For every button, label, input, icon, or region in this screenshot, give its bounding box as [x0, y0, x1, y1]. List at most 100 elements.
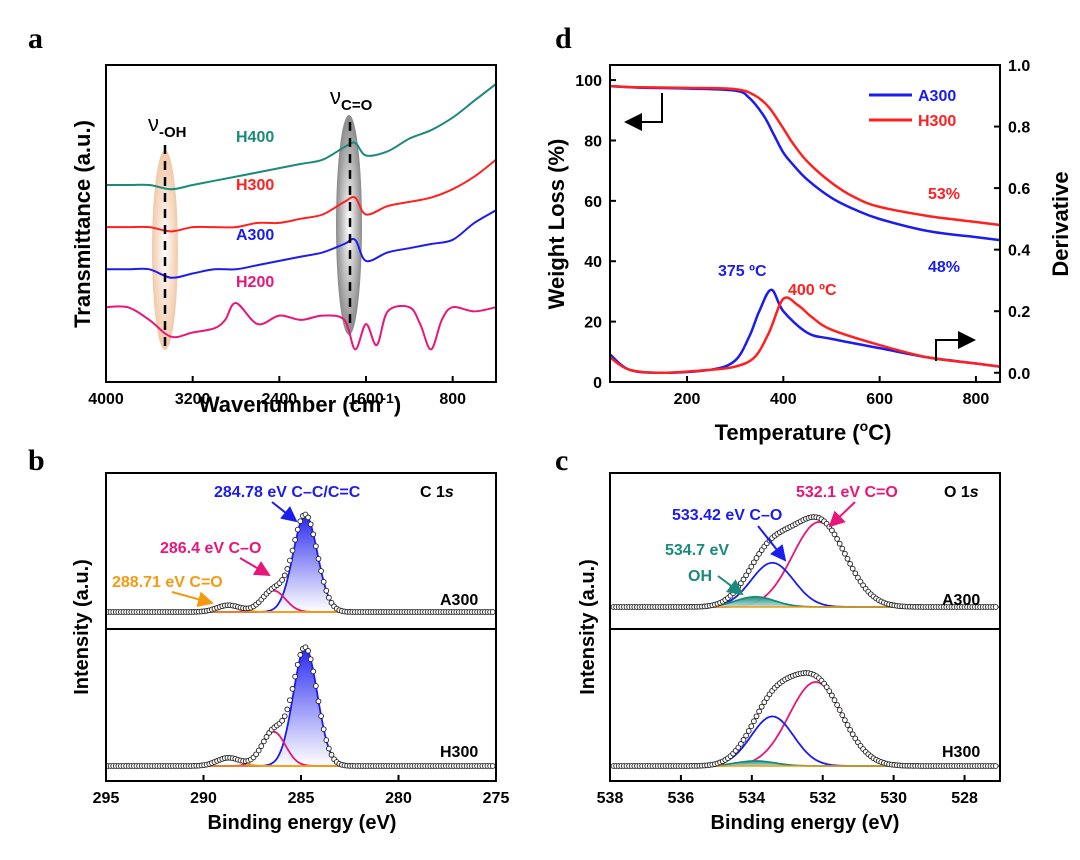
d-y-right-tick-label: 0.4 [1008, 243, 1030, 260]
c-top-data-point [847, 560, 853, 567]
c-x-tick-label: 534 [738, 790, 765, 807]
b-top-data-point [294, 526, 301, 533]
c-peak1-label: 532.1 eV C=O [796, 484, 898, 501]
a-x-axis-ticks: 4000 3200 2400 1600 800 [88, 376, 466, 408]
d-y-right-tick-label: 0.8 [1008, 120, 1030, 137]
b-top-data-point [323, 587, 330, 594]
d-annotation-53: 53% [928, 186, 960, 203]
c-x-tick-label: 530 [880, 790, 907, 807]
c-bottom-data-point [745, 728, 752, 734]
panel-d-letter: d [555, 22, 572, 55]
c-top-data-point [836, 540, 843, 547]
b-top-data-point [320, 578, 327, 585]
c-bottom-data-point [740, 737, 747, 743]
a-label-h200: H200 [236, 274, 274, 291]
b-top-data-point [315, 555, 322, 562]
d-legend-label: A300 [918, 88, 956, 105]
c-top-data-point [753, 555, 760, 561]
c-bottom-data-point [756, 708, 762, 715]
d-x-axis-label: Temperature (oC) [715, 418, 892, 445]
b-bottom-data-point [305, 647, 311, 654]
c-top-data-point [831, 531, 838, 538]
b-sample-top: A300 [440, 592, 478, 609]
b-x-axis-label: Binding energy (eV) [208, 812, 397, 834]
b-top-data-point [284, 566, 291, 572]
c-top-data-point [852, 570, 859, 577]
c-top-data-point [992, 604, 999, 610]
d-series-h300-right [609, 296, 1001, 375]
c-bottom-data-point [743, 732, 749, 739]
b-top-fill-0 [106, 515, 496, 612]
b-top-data-point [307, 521, 314, 528]
b-bottom-data-point [318, 713, 324, 719]
c-bottom-data-point [751, 718, 757, 725]
panel-d: d 200 400 600 800 0 20 40 60 80 100 0.0 0.2 0.4 0.6 0.… [544, 22, 1073, 445]
b-peak2-arrow [239, 557, 271, 577]
d-y-right-tick-label: 0.2 [1008, 304, 1030, 321]
c-bottom-data-point [764, 695, 770, 701]
b-bottom-data-point [261, 738, 267, 745]
c-bottom-data-point [836, 707, 843, 713]
c-top-data-point [829, 527, 835, 534]
b-bottom-data-point [281, 713, 288, 720]
c-sample-top: A300 [942, 592, 980, 609]
d-y-left-tick-label: 60 [584, 194, 602, 211]
b-bottom-data-point [263, 734, 270, 740]
c-top-data-point [842, 550, 848, 557]
c-bottom-data-point [758, 703, 765, 710]
panel-c: c 538 536 534 532 530 528 O 1s A300 H300 532.… [555, 444, 1001, 834]
c-top-data-point [745, 568, 752, 574]
d-series-group [609, 84, 1001, 375]
b-bottom-data-point [328, 751, 335, 758]
a-label-h300: H300 [236, 177, 274, 194]
a-x-tick-label: 2400 [262, 391, 298, 408]
right-axis-arrow [935, 331, 976, 361]
panel-c-frame [609, 472, 1001, 782]
b-peak1-label: 284.78 eV C–C/C=C [214, 484, 361, 501]
panel-a: a H400 H300 A300 H200 4000 3200 2400 1600 800 ν… [28, 22, 497, 417]
panel-b: b 295 290 285 280 275 C 1s A300 H300 284.78 … [28, 444, 509, 834]
c-bottom-data-point [844, 722, 851, 728]
b-x-tick-label: 275 [483, 790, 510, 807]
c-x-axis-ticks: 538 536 534 532 530 528 [597, 775, 978, 807]
b-y-axis-label: Intensity (a.u.) [71, 559, 93, 695]
c-bottom-data-point [847, 726, 853, 733]
c-top-data-point [756, 551, 762, 557]
b-bottom-data-point [310, 668, 317, 675]
b-peak1-arrow [271, 501, 298, 523]
c-x-tick-label: 528 [951, 790, 978, 807]
b-peak3-label: 288.71 eV C=O [112, 574, 223, 591]
b-series-group [105, 511, 496, 769]
d-y-left-tick-label: 40 [584, 254, 602, 271]
b-sample-bottom: H300 [440, 744, 478, 761]
a-x-axis-label: Wavenumber (cm-1) [199, 390, 401, 417]
c-bottom-data-point [753, 713, 760, 720]
b-bottom-data-point [284, 706, 291, 713]
d-annotation-375: 375 ºC [718, 263, 767, 280]
panel-a-letter: a [28, 22, 43, 55]
c-sample-bottom: H300 [942, 744, 980, 761]
b-bottom-data-point [326, 745, 332, 752]
panel-d-frame [609, 64, 1001, 383]
c-bottom-data-point [839, 712, 846, 718]
d-y-left-tick-label: 0 [593, 375, 602, 392]
c-top-data-point [748, 563, 755, 570]
b-top-data-point [281, 572, 288, 579]
b-bottom-data-point [323, 737, 330, 743]
b-top-data-point [313, 543, 319, 550]
b-peak3-arrow [171, 591, 214, 608]
d-y-left-tick-label: 20 [584, 315, 602, 332]
b-top-data-point [326, 594, 332, 601]
b-bottom-data-point [255, 747, 262, 754]
b-top-data-point [289, 547, 296, 554]
panel-c-letter: c [555, 444, 568, 477]
d-axis-ticks: 200 400 600 800 0 20 40 60 80 100 0.0 0.2 0.4 0.6 0.8 1… [575, 58, 1030, 408]
a-x-tick-label: 1600 [348, 391, 384, 408]
b-bottom-data-point [287, 697, 293, 704]
c-bottom-data-point [829, 692, 835, 699]
a-x-tick-label: 800 [439, 391, 466, 408]
c-x-tick-label: 532 [809, 790, 836, 807]
a-label-h400: H400 [236, 129, 274, 146]
c-top-data-point [834, 536, 840, 542]
c-peak1-arrow [828, 501, 856, 528]
